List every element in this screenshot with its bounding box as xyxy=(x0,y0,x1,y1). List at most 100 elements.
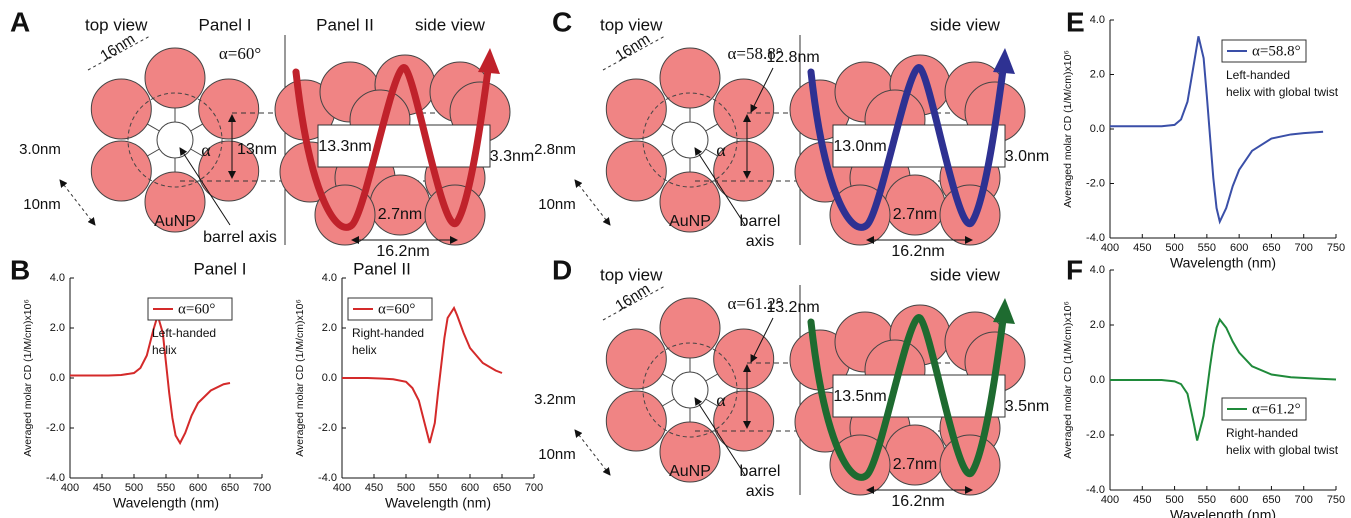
nanoparticle xyxy=(606,391,666,451)
label: Panel I xyxy=(199,15,252,34)
label: 13.0nm xyxy=(833,138,886,155)
panel-letter: B xyxy=(10,254,30,285)
label: α xyxy=(201,140,211,160)
y-tick-label: 0.0 xyxy=(50,372,65,384)
label: 13.2nm xyxy=(766,299,819,316)
label: top view xyxy=(85,15,148,34)
label: barrel xyxy=(740,213,781,230)
x-tick-label: 550 xyxy=(157,482,175,494)
panel-letter: C xyxy=(552,6,572,37)
chart-title: Panel II xyxy=(353,259,411,278)
x-tick-label: 700 xyxy=(1295,242,1313,254)
x-tick-label: 600 xyxy=(189,482,207,494)
x-tick-label: 700 xyxy=(525,482,543,494)
label: 2.8nm xyxy=(534,141,576,158)
nanoparticle xyxy=(885,175,945,235)
x-tick-label: 450 xyxy=(1133,494,1151,506)
nanoparticle xyxy=(606,329,666,389)
y-tick-label: 2.0 xyxy=(1090,68,1105,80)
label: 16.2nm xyxy=(891,493,944,510)
y-tick-label: -2.0 xyxy=(1086,177,1105,189)
annotation: helix xyxy=(352,343,377,357)
y-tick-label: 0.0 xyxy=(1090,123,1105,135)
y-tick-label: 4.0 xyxy=(1090,14,1105,26)
y-tick-label: -2.0 xyxy=(1086,429,1105,441)
figure: A B C D E F top view Panel I α=60° Panel II… xyxy=(0,0,1351,518)
label: 3.0nm xyxy=(1005,148,1049,165)
nanoparticle xyxy=(91,141,151,201)
label: top view xyxy=(600,265,663,284)
label: 2.7nm xyxy=(893,456,937,473)
label: α xyxy=(716,390,726,410)
y-tick-label: 2.0 xyxy=(1090,319,1105,331)
y-tick-label: 2.0 xyxy=(50,322,65,334)
annotation: helix xyxy=(152,343,177,357)
barrel-core xyxy=(672,122,708,158)
label: AuNP xyxy=(669,463,711,480)
y-axis-label: Averaged molar CD (1/M/cm)x10⁶ xyxy=(1062,50,1074,208)
y-tick-label: 4.0 xyxy=(322,272,337,284)
y-tick-label: 4.0 xyxy=(1090,264,1105,276)
nanoparticle xyxy=(940,435,1000,495)
label: 3.5nm xyxy=(1005,398,1049,415)
x-tick-label: 550 xyxy=(1198,494,1216,506)
nanoparticle xyxy=(199,79,259,139)
label: 16.2nm xyxy=(891,243,944,260)
x-tick-label: 650 xyxy=(493,482,511,494)
chart-title: Panel I xyxy=(194,259,247,278)
x-axis-label: Wavelength (nm) xyxy=(1170,507,1276,518)
label: α xyxy=(716,140,726,160)
legend-label: α=60° xyxy=(178,301,215,317)
label: 2.7nm xyxy=(378,206,422,223)
label: α=60° xyxy=(219,44,261,63)
panel-letter: D xyxy=(552,254,572,285)
x-tick-label: 500 xyxy=(397,482,415,494)
x-tick-label: 450 xyxy=(1133,242,1151,254)
label: 3.0nm xyxy=(19,141,61,158)
label: 13nm xyxy=(237,141,277,158)
label: 3.3nm xyxy=(490,148,534,165)
x-tick-label: 400 xyxy=(1101,242,1119,254)
y-tick-label: 0.0 xyxy=(322,372,337,384)
annotation: helix with global twist xyxy=(1226,443,1339,457)
y-tick-label: 0.0 xyxy=(1090,374,1105,386)
legend-label: α=61.2° xyxy=(1252,401,1301,417)
x-tick-label: 550 xyxy=(429,482,447,494)
annotation: Left-handed xyxy=(1226,68,1290,82)
panel-letter: F xyxy=(1066,254,1083,285)
label: side view xyxy=(930,15,1001,34)
y-axis-label: Averaged molar CD (1/M/cm)x10⁶ xyxy=(22,299,34,457)
x-tick-label: 650 xyxy=(221,482,239,494)
x-axis-label: Wavelength (nm) xyxy=(1170,255,1276,271)
nanoparticle xyxy=(91,79,151,139)
nanoparticle xyxy=(660,48,720,108)
nanoparticle xyxy=(606,79,666,139)
panel-letter: E xyxy=(1066,6,1085,37)
x-tick-label: 600 xyxy=(1230,494,1248,506)
x-tick-label: 450 xyxy=(365,482,383,494)
x-tick-label: 600 xyxy=(1230,242,1248,254)
nanoparticle xyxy=(425,185,485,245)
label: 16.2nm xyxy=(376,243,429,260)
label: 13.5nm xyxy=(833,388,886,405)
label: Panel II xyxy=(316,15,374,34)
label: 12.8nm xyxy=(766,49,819,66)
label: barrel axis xyxy=(203,229,277,246)
barrel-core xyxy=(672,372,708,408)
nanoparticle xyxy=(660,298,720,358)
nanoparticle xyxy=(145,48,205,108)
label: 10nm xyxy=(538,196,576,213)
x-axis-label: Wavelength (nm) xyxy=(385,495,491,511)
x-tick-label: 500 xyxy=(1165,242,1183,254)
label: side view xyxy=(930,265,1001,284)
x-tick-label: 400 xyxy=(1101,494,1119,506)
y-tick-label: 4.0 xyxy=(50,272,65,284)
x-tick-label: 450 xyxy=(93,482,111,494)
label: side view xyxy=(415,15,486,34)
label: 2.7nm xyxy=(893,206,937,223)
label: 10nm xyxy=(23,196,61,213)
panel-letter: A xyxy=(10,6,30,37)
label: 10nm xyxy=(538,446,576,463)
y-tick-label: -2.0 xyxy=(318,422,337,434)
annotation: Left-handed xyxy=(152,326,216,340)
